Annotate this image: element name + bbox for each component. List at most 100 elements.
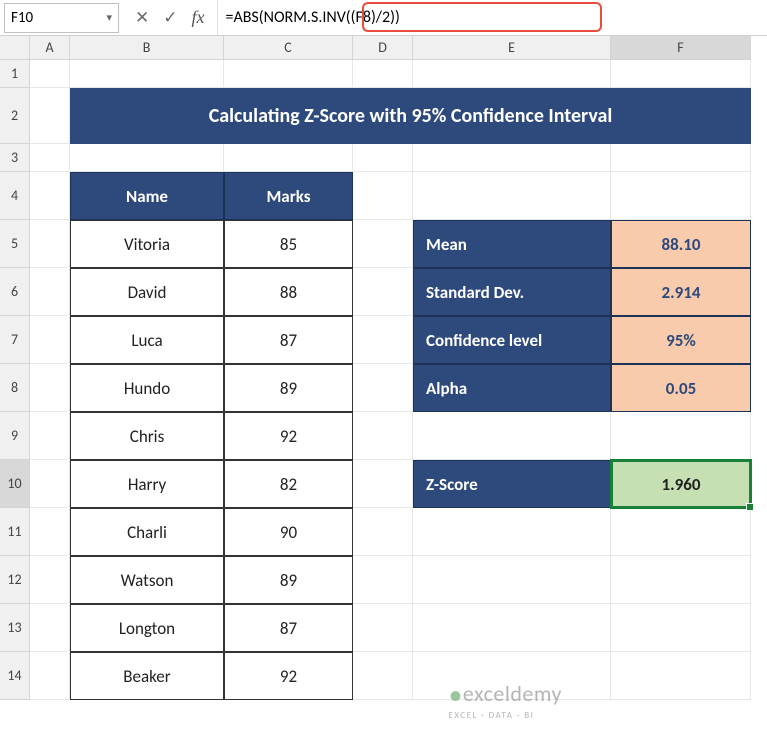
col-header-B[interactable]: B [70,36,224,60]
cell-B3[interactable] [70,144,224,172]
table-row-marks[interactable]: 82 [224,460,353,508]
cell-D13[interactable] [353,604,413,652]
cell-A8[interactable] [30,364,70,412]
table-row-marks[interactable]: 89 [224,364,353,412]
cell-F13[interactable] [611,604,751,652]
stat-value[interactable]: 88.10 [611,220,751,268]
cell-F12[interactable] [611,556,751,604]
cell-E13[interactable] [413,604,611,652]
cell-F3[interactable] [611,144,751,172]
stat-value[interactable]: 95% [611,316,751,364]
cell-D3[interactable] [353,144,413,172]
spreadsheet-grid[interactable]: ABCDEF12Calculating Z-Score with 95% Con… [0,36,767,700]
row-header-2[interactable]: 2 [0,88,30,144]
col-header-D[interactable]: D [353,36,413,60]
row-header-5[interactable]: 5 [0,220,30,268]
row-header-4[interactable]: 4 [0,172,30,220]
cell-A11[interactable] [30,508,70,556]
table-row-name[interactable]: Harry [70,460,224,508]
fx-icon[interactable]: fx [192,7,205,28]
cancel-icon[interactable]: ✕ [135,7,149,28]
cell-D5[interactable] [353,220,413,268]
table-row-name[interactable]: David [70,268,224,316]
row-header-10[interactable]: 10 [0,460,30,508]
cell-E3[interactable] [413,144,611,172]
cell-B1[interactable] [70,60,224,88]
col-header-A[interactable]: A [30,36,70,60]
cell-D1[interactable] [353,60,413,88]
cell-E9[interactable] [413,412,611,460]
col-header-C[interactable]: C [224,36,353,60]
table-row-name[interactable]: Luca [70,316,224,364]
table-row-name[interactable]: Hundo [70,364,224,412]
cell-F9[interactable] [611,412,751,460]
col-header-E[interactable]: E [413,36,611,60]
row-header-12[interactable]: 12 [0,556,30,604]
cell-E4[interactable] [413,172,611,220]
row-header-9[interactable]: 9 [0,412,30,460]
formula-input[interactable]: =ABS(NORM.S.INV((F8)/2)) [218,3,767,33]
cell-A5[interactable] [30,220,70,268]
row-header-8[interactable]: 8 [0,364,30,412]
cell-A14[interactable] [30,652,70,700]
cell-D10[interactable] [353,460,413,508]
cell-A4[interactable] [30,172,70,220]
row-header-11[interactable]: 11 [0,508,30,556]
cell-D4[interactable] [353,172,413,220]
cell-A6[interactable] [30,268,70,316]
cell-D7[interactable] [353,316,413,364]
stat-value[interactable]: 0.05 [611,364,751,412]
row-header-6[interactable]: 6 [0,268,30,316]
table-row-marks[interactable]: 89 [224,556,353,604]
check-icon[interactable]: ✓ [163,7,177,28]
col-header-F[interactable]: F [611,36,751,60]
cell-A10[interactable] [30,460,70,508]
table-row-name[interactable]: Beaker [70,652,224,700]
table-row-name[interactable]: Vitoria [70,220,224,268]
cell-D14[interactable] [353,652,413,700]
cell-F1[interactable] [611,60,751,88]
cell-D9[interactable] [353,412,413,460]
cell-D11[interactable] [353,508,413,556]
table-row-marks[interactable]: 90 [224,508,353,556]
cell-A1[interactable] [30,60,70,88]
cell-C3[interactable] [224,144,353,172]
cell-F11[interactable] [611,508,751,556]
fill-handle[interactable] [746,503,754,511]
cell-A13[interactable] [30,604,70,652]
row-header-13[interactable]: 13 [0,604,30,652]
table-row-marks[interactable]: 88 [224,268,353,316]
chevron-down-icon[interactable]: ▾ [106,11,112,24]
cell-A7[interactable] [30,316,70,364]
cell-F14[interactable] [611,652,751,700]
table-row-marks[interactable]: 85 [224,220,353,268]
table-row-name[interactable]: Charli [70,508,224,556]
row-header-3[interactable]: 3 [0,144,30,172]
cell-C1[interactable] [224,60,353,88]
cell-E1[interactable] [413,60,611,88]
cell-D8[interactable] [353,364,413,412]
table-row-marks[interactable]: 92 [224,412,353,460]
cell-E14[interactable] [413,652,611,700]
row-header-7[interactable]: 7 [0,316,30,364]
cell-F4[interactable] [611,172,751,220]
cell-D6[interactable] [353,268,413,316]
stat-value[interactable]: 2.914 [611,268,751,316]
cell-A9[interactable] [30,412,70,460]
cell-D12[interactable] [353,556,413,604]
zscore-value[interactable]: 1.960 [611,460,751,508]
table-row-name[interactable]: Longton [70,604,224,652]
cell-A12[interactable] [30,556,70,604]
table-row-marks[interactable]: 92 [224,652,353,700]
cell-E11[interactable] [413,508,611,556]
cell-E12[interactable] [413,556,611,604]
table-row-marks[interactable]: 87 [224,316,353,364]
name-box[interactable]: F10 ▾ [4,3,119,33]
cell-A2[interactable] [30,88,70,144]
table-row-name[interactable]: Watson [70,556,224,604]
row-header-14[interactable]: 14 [0,652,30,700]
table-row-marks[interactable]: 87 [224,604,353,652]
table-row-name[interactable]: Chris [70,412,224,460]
row-header-1[interactable]: 1 [0,60,30,88]
cell-A3[interactable] [30,144,70,172]
